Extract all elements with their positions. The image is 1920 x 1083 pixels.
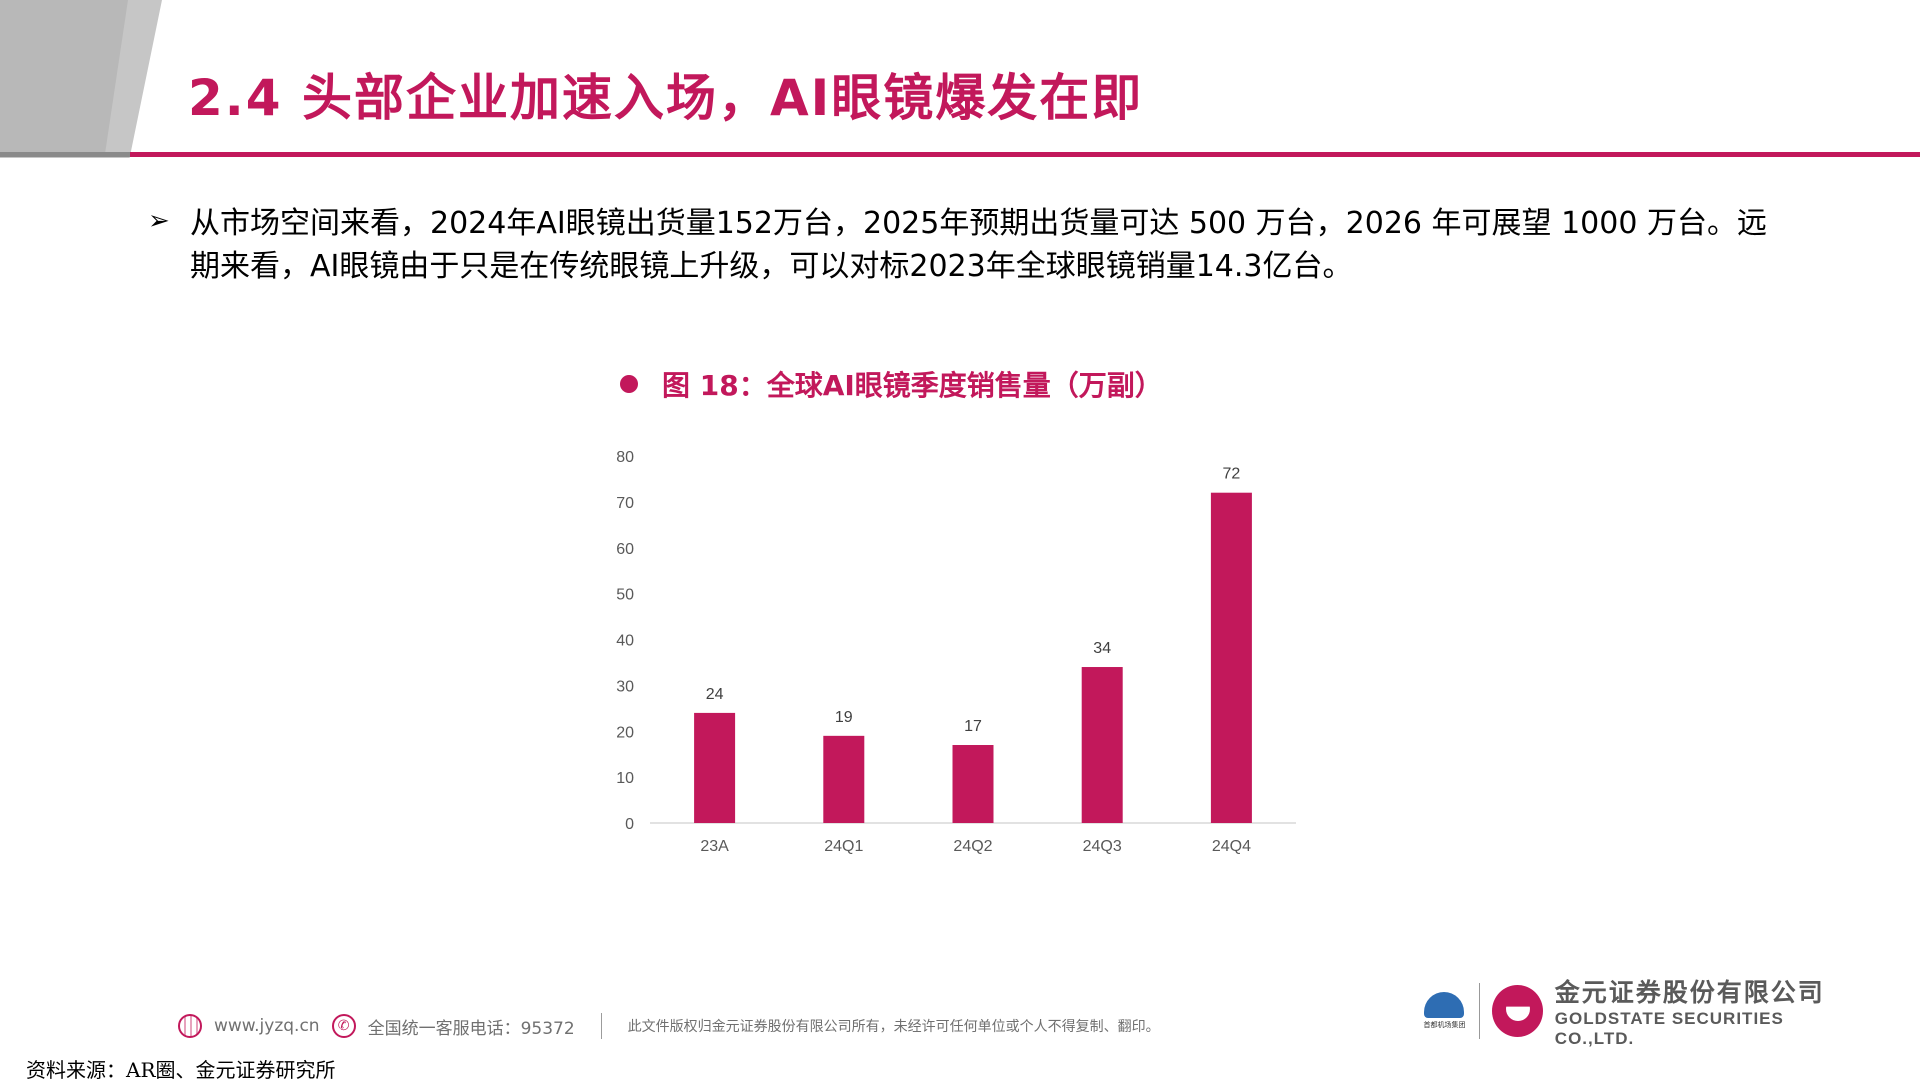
y-tick-label: 10 — [616, 770, 634, 787]
logo-divider — [1478, 983, 1480, 1039]
footer: www.jyzq.cn ✆ 全国统一客服电话：95372 此文件版权归金元证券股… — [178, 1010, 1160, 1042]
y-tick-label: 50 — [616, 587, 634, 604]
bullet-text: 从市场空间来看，2024年AI眼镜出货量152万台，2025年预期出货量可达 5… — [190, 206, 1767, 284]
phone-icon: ✆ — [331, 1014, 356, 1038]
goldstate-logo-icon — [1491, 985, 1543, 1037]
bullet-block: ➢ 从市场空间来看，2024年AI眼镜出货量152万台，2025年预期出货量可达… — [148, 202, 1788, 288]
data-label: 19 — [835, 709, 853, 726]
bar-chart: 0 10 20 30 40 50 60 70 80 24 23A 19 24Q1 17 24Q2 34 24Q3… — [616, 449, 1296, 855]
data-label: 24 — [706, 686, 724, 703]
data-label: 34 — [1093, 640, 1111, 657]
bar — [1081, 667, 1123, 823]
footer-copyright: 此文件版权归金元证券股份有限公司所有，未经许可任何单位或个人不得复制、翻印。 — [627, 1019, 1160, 1035]
company-name-en: GOLDSTATE SECURITIES CO.,LTD. — [1554, 1009, 1784, 1048]
slide-title: 2.4 头部企业加速入场，AI眼镜爆发在即 — [188, 69, 1144, 127]
header-rule-gray — [0, 152, 132, 157]
y-tick-label: 80 — [616, 449, 634, 466]
bar — [694, 712, 736, 823]
data-label: 72 — [1223, 466, 1241, 483]
footer-divider — [600, 1013, 602, 1039]
header-corner-shade — [0, 0, 128, 154]
figure-title: 图 18：全球AI眼镜季度销售量（万副） — [620, 362, 1163, 406]
x-tick-label: 24Q1 — [824, 838, 863, 855]
figure-title-text: 图 18：全球AI眼镜季度销售量（万副） — [662, 369, 1163, 402]
x-tick-label: 23A — [700, 838, 729, 855]
header-rule — [130, 152, 1920, 157]
bar — [823, 735, 865, 823]
bullet-arrow-icon: ➢ — [148, 206, 170, 236]
x-tick-label: 24Q4 — [1212, 838, 1251, 855]
source-note: 资料来源：AR圈、金元证券研究所 — [26, 1058, 336, 1082]
y-tick-label: 40 — [616, 633, 634, 650]
y-tick-label: 70 — [616, 495, 634, 512]
x-tick-label: 24Q3 — [1083, 838, 1122, 855]
company-name-cn: 金元证券股份有限公司 — [1554, 978, 1825, 1007]
y-tick-label: 30 — [616, 678, 634, 695]
group-logo-icon: 首都机场集团 — [1422, 988, 1467, 1034]
bar — [952, 745, 994, 823]
bullet-dot-icon — [620, 375, 638, 393]
globe-icon — [178, 1014, 202, 1038]
footer-website[interactable]: www.jyzq.cn — [214, 1016, 320, 1036]
bar — [1210, 492, 1252, 823]
footer-hotline: 全国统一客服电话：95372 — [367, 1018, 575, 1039]
y-tick-label: 20 — [616, 724, 634, 741]
group-logo-caption: 首都机场集团 — [1423, 1021, 1466, 1029]
logo-text: 金元证券股份有限公司 GOLDSTATE SECURITIES CO.,LTD. — [1555, 973, 1862, 1049]
company-logo: 首都机场集团 金元证券股份有限公司 GOLDSTATE SECURITIES C… — [1422, 978, 1862, 1048]
y-tick-label: 0 — [625, 816, 634, 833]
data-label: 17 — [964, 718, 982, 735]
x-tick-label: 24Q2 — [953, 838, 992, 855]
y-tick-label: 60 — [616, 541, 634, 558]
